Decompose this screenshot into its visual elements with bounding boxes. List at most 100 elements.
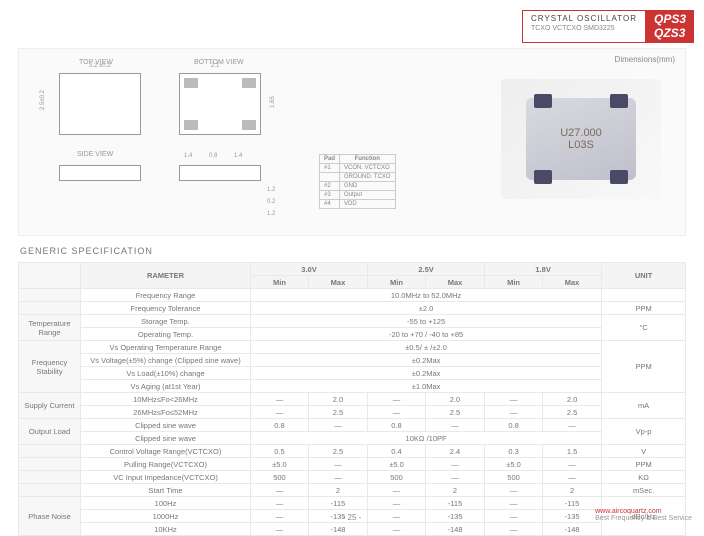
- footer-tag: Best Frequency & Best Service: [595, 515, 692, 522]
- table-row: 26MHz≤Fo≤52MHz—2.5—2.5—2.5: [19, 406, 686, 419]
- row-group: [19, 458, 81, 471]
- row-cell: —: [542, 458, 601, 471]
- row-cell: 0.5: [251, 445, 309, 458]
- row-param: Clipped sine wave: [81, 419, 251, 432]
- side-view-pkg-2: [179, 165, 261, 181]
- row-unit: PPM: [602, 458, 686, 471]
- row-cell: 2.4: [425, 445, 484, 458]
- row-unit: mSec.: [602, 484, 686, 497]
- table-row: Control Voltage Range(VCTCXO)0.52.50.42.…: [19, 445, 686, 458]
- product-subtitle: TCXO VCTCXO SMD3225: [531, 24, 637, 33]
- row-cell: 2.5: [425, 406, 484, 419]
- row-cell: —: [485, 484, 543, 497]
- product-photo: U27.000 L03S: [501, 79, 661, 199]
- side-view-label: SIDE VIEW: [77, 151, 113, 158]
- row-group: Frequency Stability: [19, 341, 81, 393]
- row-cell: 2.0: [308, 393, 367, 406]
- footer-brand: www.aircoquartz.com Best Frequency & Bes…: [595, 508, 692, 522]
- pin-n: [320, 173, 340, 182]
- row-cell: ±5.0: [251, 458, 309, 471]
- diagram-panel: Dimensions(mm) TOP VIEW 3.2 ±0.2 2.5±0.2…: [18, 48, 686, 236]
- row-span: 10KΩ /10PF: [251, 432, 602, 445]
- row-cell: 0.3: [485, 445, 543, 458]
- bottom-view-pkg: [179, 73, 261, 135]
- pin-f: GND: [340, 182, 396, 191]
- table-row: Start Time—2—2—2mSec.: [19, 484, 686, 497]
- table-row: Output LoadClipped sine wave0.8—0.8—0.8—…: [19, 419, 686, 432]
- row-span: ±0.5/ ± /±2.0: [251, 341, 602, 354]
- row-span: 10.0MHz to 52.0MHz: [251, 289, 602, 302]
- row-param: Vs Voltage(±5%) change (Clipped sine wav…: [81, 354, 251, 367]
- dim-sh3: 1.2: [267, 211, 275, 217]
- dim-p3: 1.4: [234, 153, 242, 159]
- spec-table: RAMETER 3.0V 2.5V 1.8V UNIT MinMax MinMa…: [18, 262, 686, 536]
- model-2: QZS3: [654, 26, 686, 40]
- table-row: 10KHz—-148—-148—-148: [19, 523, 686, 536]
- row-group: Output Load: [19, 419, 81, 445]
- table-row: Phase Noise100Hz—-115—-115—-115dBc/Hz: [19, 497, 686, 510]
- row-cell: —: [368, 497, 426, 510]
- pin-n: #1: [320, 164, 340, 173]
- row-cell: —: [542, 471, 601, 484]
- table-row: VC Input Impedance(VCTCXO)500—500—500—KΩ: [19, 471, 686, 484]
- row-cell: —: [368, 484, 426, 497]
- row-span: ±2.0: [251, 302, 602, 315]
- row-group: [19, 302, 81, 315]
- row-group: [19, 289, 81, 302]
- row-cell: 2.5: [308, 445, 367, 458]
- table-row: Vs Aging (at1st Year)±1.0Max: [19, 380, 686, 393]
- spec-thead: RAMETER 3.0V 2.5V 1.8V UNIT MinMax MinMa…: [19, 263, 686, 289]
- row-group: [19, 445, 81, 458]
- footer-url: www.aircoquartz.com: [595, 508, 662, 515]
- row-unit: Vp-p: [602, 419, 686, 445]
- row-cell: -148: [425, 523, 484, 536]
- row-group: [19, 484, 81, 497]
- row-cell: 2.0: [542, 393, 601, 406]
- chip-mark-2: L03S: [568, 139, 594, 151]
- pin-n: #2: [320, 182, 340, 191]
- col-unit: UNIT: [602, 263, 686, 289]
- row-cell: —: [308, 471, 367, 484]
- row-param: Start Time: [81, 484, 251, 497]
- row-unit: [602, 289, 686, 302]
- row-param: 10MHz≤Fo<26MHz: [81, 393, 251, 406]
- pin-f: GROUND. TCXO: [340, 173, 396, 182]
- dimensions-label: Dimensions(mm): [615, 55, 675, 64]
- row-param: 100Hz: [81, 497, 251, 510]
- row-span: ±1.0Max: [251, 380, 602, 393]
- row-cell: —: [251, 497, 309, 510]
- dim-sh2: 0.2: [267, 199, 275, 205]
- row-cell: 2.0: [425, 393, 484, 406]
- col-param: RAMETER: [81, 263, 251, 289]
- side-view-pkg: [59, 165, 141, 181]
- dim-bw: 2.1: [211, 63, 219, 69]
- pin-n: #4: [320, 200, 340, 209]
- row-group: Temperature Range: [19, 315, 81, 341]
- pin-f: Output: [340, 191, 396, 200]
- row-cell: 0.8: [485, 419, 543, 432]
- row-cell: ±5.0: [368, 458, 426, 471]
- row-cell: —: [425, 471, 484, 484]
- row-unit: mA: [602, 393, 686, 419]
- model-1: QPS3: [654, 12, 686, 26]
- col-v3: 1.8V: [485, 263, 602, 276]
- row-cell: —: [368, 523, 426, 536]
- pin-head-1: Pad: [320, 155, 340, 164]
- dim-sh1: 1.2: [267, 187, 275, 193]
- chip-mark-1: U27.000: [560, 127, 602, 139]
- spec-tbody: Frequency Range10.0MHz to 52.0MHzFrequen…: [19, 289, 686, 536]
- dim-p2: 0.8: [209, 153, 217, 159]
- dim-w: 3.2 ±0.2: [89, 63, 111, 69]
- row-cell: 2: [542, 484, 601, 497]
- row-cell: —: [425, 419, 484, 432]
- row-cell: -148: [542, 523, 601, 536]
- product-title: CRYSTAL OSCILLATOR: [531, 14, 637, 24]
- pin-f: VCON. VCTCXO: [340, 164, 396, 173]
- top-view-pkg: [59, 73, 141, 135]
- row-cell: —: [485, 523, 543, 536]
- row-span: ±0.2Max: [251, 367, 602, 380]
- table-row: Operating Temp.-20 to +70 / -40 to +85: [19, 328, 686, 341]
- col-min: Min: [251, 276, 309, 289]
- table-row: Temperature RangeStorage Temp.-55 to +12…: [19, 315, 686, 328]
- row-cell: —: [251, 484, 309, 497]
